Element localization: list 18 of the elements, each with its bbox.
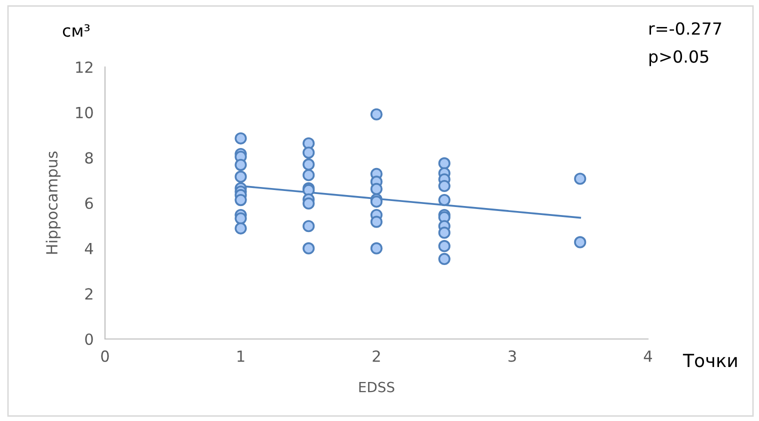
- y-tick-label: 8: [85, 152, 93, 164]
- y-tick-label: 4: [84, 243, 94, 254]
- y-tick-label: 10: [76, 106, 93, 118]
- x-axis-title: EDSS: [359, 382, 394, 392]
- x-tick-label: 1: [238, 350, 244, 362]
- y-tick-label: 6: [85, 197, 93, 210]
- x-tick-label: 3: [508, 350, 516, 362]
- y-axis-title: Hippocampus: [46, 152, 61, 254]
- text: r=-0.277: [650, 22, 722, 35]
- x-tick-label: 0: [101, 350, 109, 362]
- y-tick-label: 12: [76, 61, 92, 73]
- x-tick-label: 4: [644, 350, 652, 362]
- y-tick-label: 2: [85, 288, 92, 300]
- text: см³: [62, 24, 90, 37]
- x-tick-label: 2: [372, 350, 380, 362]
- y-tick-label: 0: [85, 333, 93, 346]
- text: Точки: [682, 354, 737, 368]
- text: p>0.05: [650, 50, 708, 66]
